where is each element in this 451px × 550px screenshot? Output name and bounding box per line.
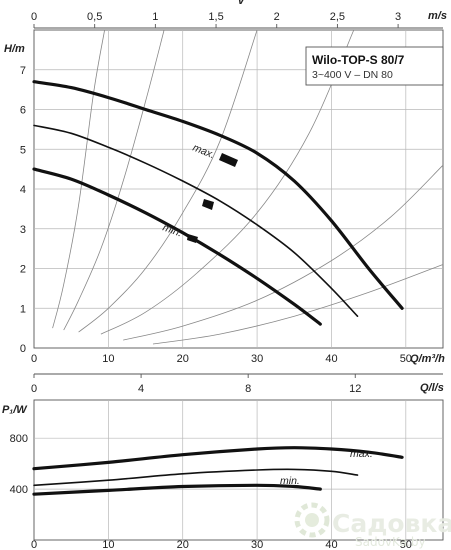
flow-ls-tick-label: 8 xyxy=(245,383,251,395)
head-curve-mid xyxy=(33,124,359,317)
power-chart: 0 10 20 30 40 50 400 800 0 4 8 12 max. min. P₁/W Q/… xyxy=(2,373,444,550)
head-tick-label: 7 xyxy=(20,65,26,77)
head-axis-label: H/m xyxy=(4,43,25,55)
head-tick-label: 2 xyxy=(20,264,26,276)
power-flow-tick-label: 40 xyxy=(325,539,337,550)
speed-marker-min xyxy=(187,234,198,243)
power-flow-tick-label: 20 xyxy=(177,539,189,550)
head-tick-label: 0 xyxy=(20,343,26,355)
flow-ls-tick-label: 4 xyxy=(138,383,144,395)
system-curve xyxy=(78,29,258,333)
velocity-tick-label: 0,5 xyxy=(87,11,102,23)
power-chart-ticks: 0 10 20 30 40 50 400 800 0 4 8 12 xyxy=(10,373,443,550)
head-tick-label: 4 xyxy=(20,184,26,196)
head-chart: 0 10 20 30 40 50 0 1 2 3 4 5 6 7 0 0,5 1 1,5 2 2,5 3 Wilo-TO… xyxy=(4,0,447,365)
power-curve-mid xyxy=(33,468,359,487)
power-flow-tick-label: 10 xyxy=(102,539,114,550)
velocity-tick-label: 1 xyxy=(152,11,158,23)
system-curve xyxy=(152,264,444,345)
flow-axis-label: Q/m³/h xyxy=(410,353,445,365)
power-curve-min xyxy=(32,483,322,496)
flow-ls-axis-label: Q/l/s xyxy=(420,382,444,394)
power-tick-label: 800 xyxy=(10,433,28,445)
power-flow-tick-label: 30 xyxy=(251,539,263,550)
head-tick-label: 5 xyxy=(20,144,26,156)
pump-model-title: Wilo-TOP-S 80/7 xyxy=(312,53,405,67)
system-curves xyxy=(52,29,444,345)
velocity-tick-label: 2,5 xyxy=(330,11,345,23)
velocity-tick-label: 3 xyxy=(395,11,401,23)
pump-name-box: Wilo-TOP-S 80/7 3~400 V – DN 80 xyxy=(305,46,444,86)
flow-tick-label: 50 xyxy=(400,353,412,365)
velocity-axis-label: v xyxy=(238,0,245,7)
power-tick-label: 400 xyxy=(10,484,28,496)
system-curve xyxy=(100,29,355,335)
velocity-tick-label: 0 xyxy=(31,11,37,23)
pump-model-subtitle: 3~400 V – DN 80 xyxy=(312,69,393,81)
watermark-subtext: SadovKa.by xyxy=(355,535,426,549)
velocity-axis-unit: m/s xyxy=(428,10,447,22)
power-flow-tick-label: 0 xyxy=(31,539,37,550)
power-curves xyxy=(32,446,404,496)
watermark-logo-icon xyxy=(294,502,330,538)
system-curve xyxy=(52,29,105,329)
flow-ls-tick-label: 0 xyxy=(31,383,37,395)
head-tick-label: 6 xyxy=(20,105,26,117)
system-curve xyxy=(63,29,165,331)
head-curve-max xyxy=(32,80,404,310)
velocity-tick-label: 1,5 xyxy=(208,11,223,23)
speed-marker-max xyxy=(219,153,238,167)
power-label-max: max. xyxy=(350,448,373,460)
system-curve xyxy=(123,164,444,341)
curve-label-min: min. xyxy=(161,222,184,240)
power-label-min: min. xyxy=(280,475,300,487)
flow-tick-label: 40 xyxy=(325,353,337,365)
head-tick-label: 1 xyxy=(20,303,26,315)
speed-markers xyxy=(187,153,238,243)
power-curve-max xyxy=(32,446,404,471)
velocity-tick-label: 2 xyxy=(274,11,280,23)
power-flow-tick-label: 50 xyxy=(400,539,412,550)
flow-tick-label: 0 xyxy=(31,353,37,365)
head-chart-ticks: 0 10 20 30 40 50 0 1 2 3 4 5 6 7 0 0,5 1 1,5 2 2,5 3 xyxy=(20,11,443,365)
head-curve-min xyxy=(32,167,322,326)
power-chart-grid xyxy=(34,400,443,540)
head-tick-label: 3 xyxy=(20,224,26,236)
speed-marker-mid xyxy=(202,199,214,210)
watermark-text: Садовка xyxy=(332,509,451,538)
head-curves xyxy=(32,80,404,326)
flow-tick-label: 10 xyxy=(102,353,114,365)
flow-tick-label: 30 xyxy=(251,353,263,365)
watermark: Садовка SadovKa.by xyxy=(294,502,451,549)
power-axis-label: P₁/W xyxy=(2,404,28,416)
flow-tick-label: 20 xyxy=(177,353,189,365)
flow-ls-tick-label: 12 xyxy=(349,383,361,395)
curve-label-max: max. xyxy=(191,142,217,162)
